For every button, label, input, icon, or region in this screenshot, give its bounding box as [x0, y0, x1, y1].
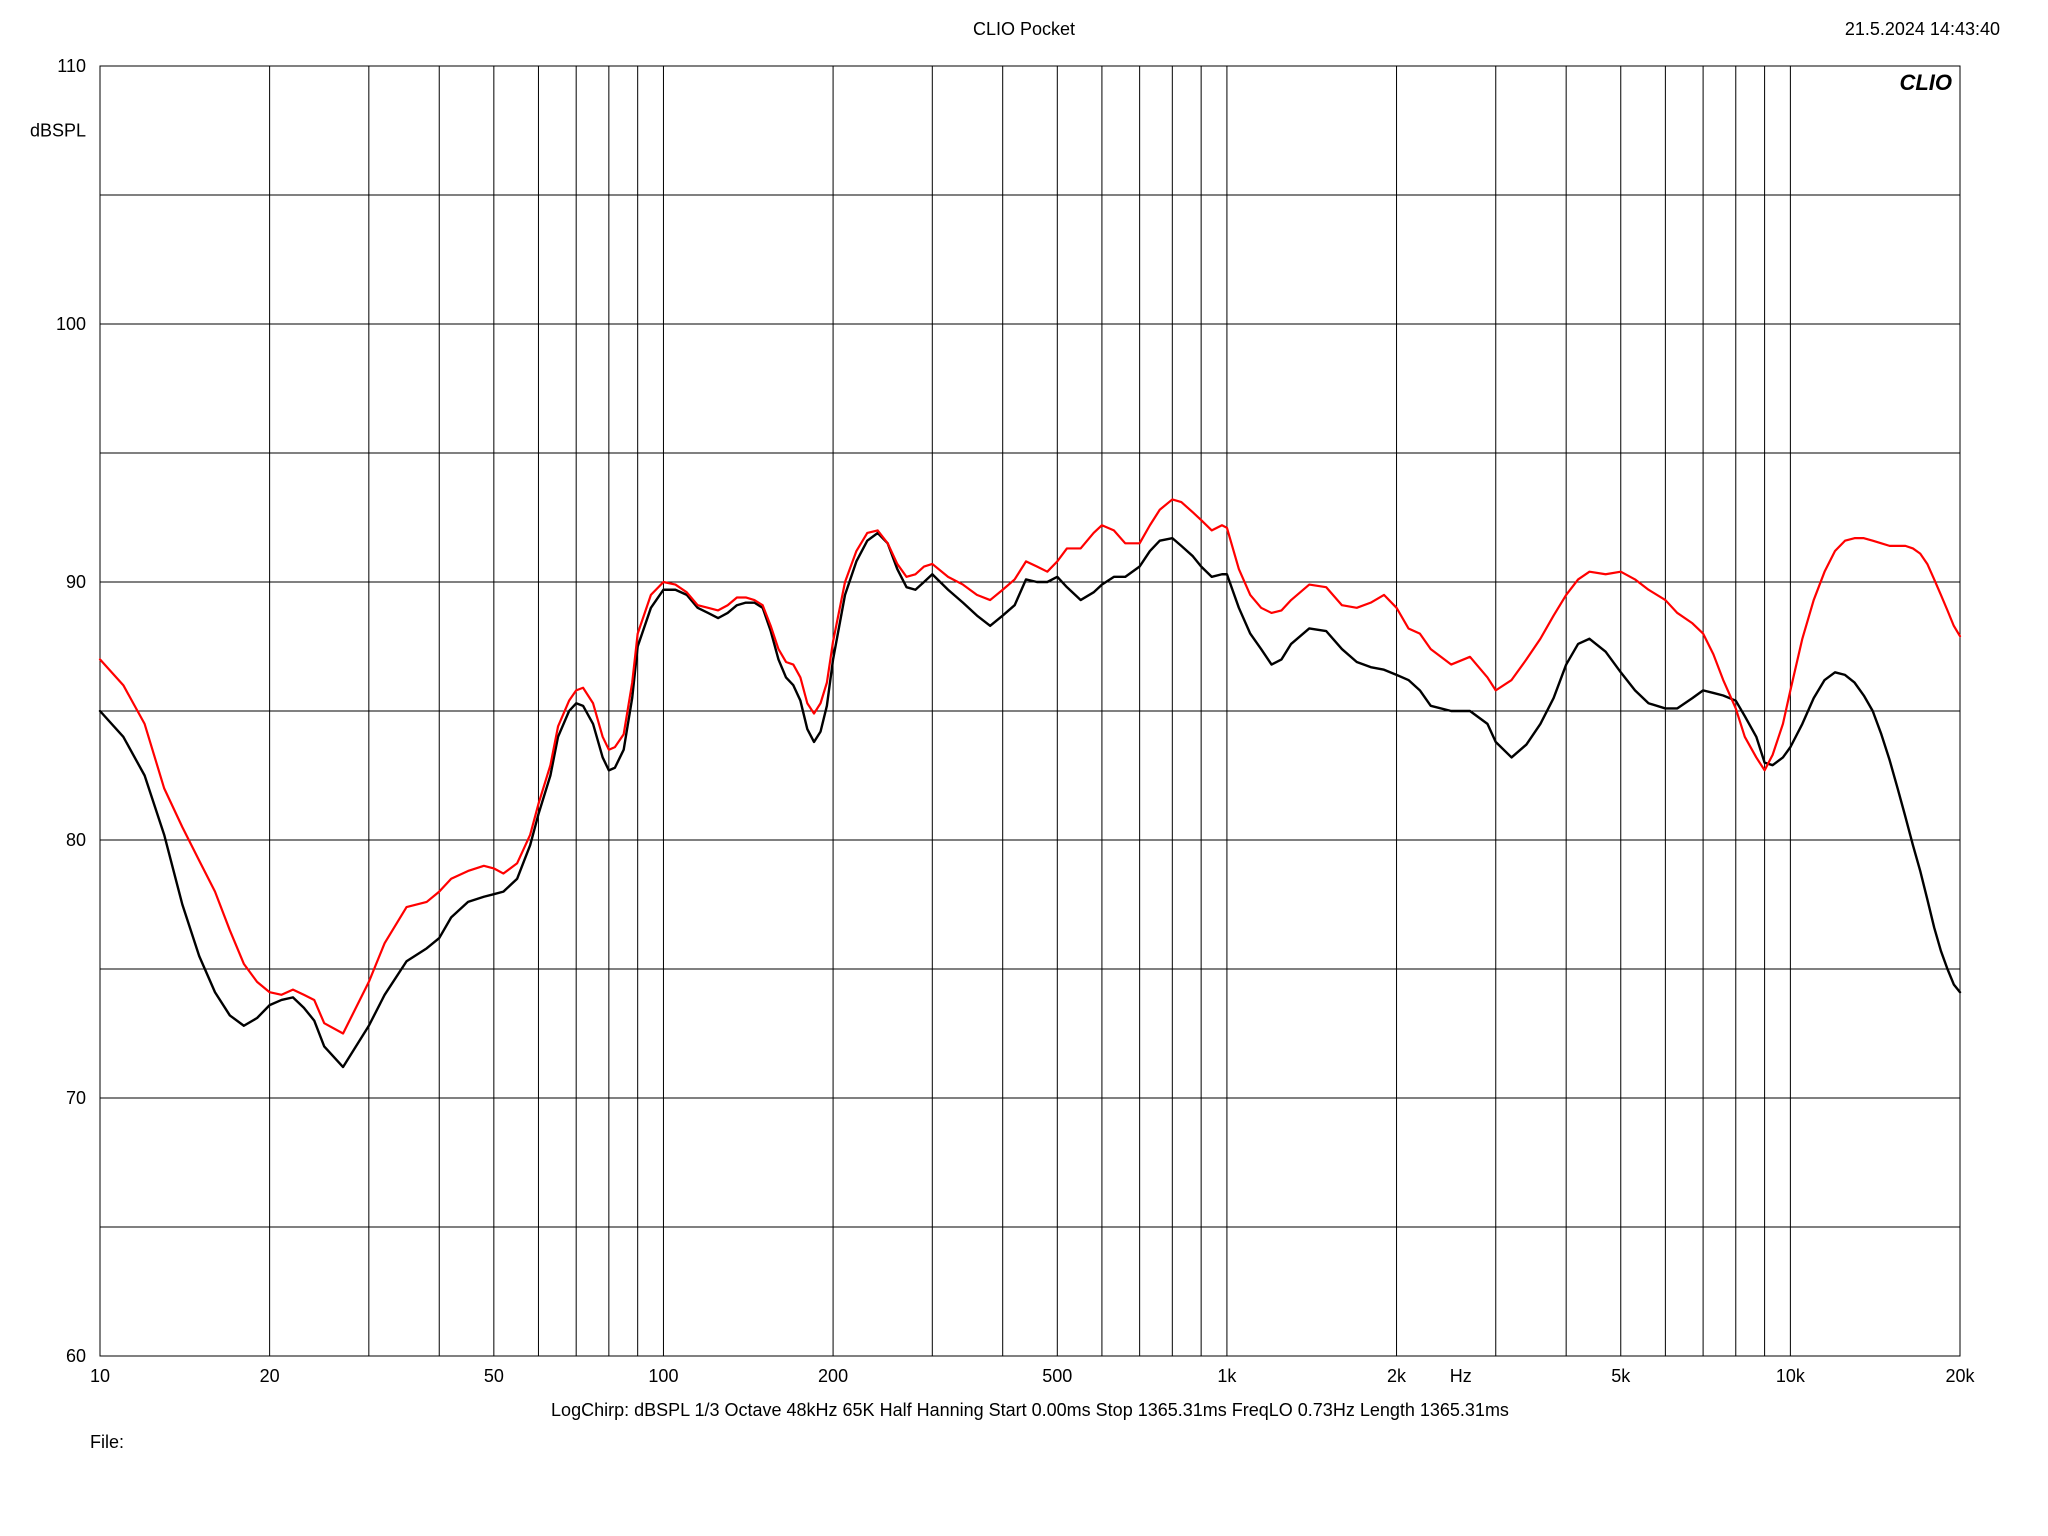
x-axis-labels: 10 20 50 100 200 500 1k 2k 5k 10k 20k Hz — [90, 1366, 1976, 1386]
x-tick-label: 10 — [90, 1366, 110, 1386]
y-tick-label: 110 — [57, 56, 86, 76]
x-tick-label: 5k — [1611, 1366, 1631, 1386]
y-tick-label: 70 — [66, 1088, 86, 1108]
x-tick-label: 100 — [648, 1366, 678, 1386]
watermark: CLIO — [1899, 70, 1952, 95]
x-tick-label: 20 — [260, 1366, 280, 1386]
x-tick-label: 500 — [1042, 1366, 1072, 1386]
x-tick-label: 20k — [1945, 1366, 1975, 1386]
chart-timestamp: 21.5.2024 14:43:40 — [1845, 19, 2000, 39]
measurement-params: LogChirp: dBSPL 1/3 Octave 48kHz 65K Hal… — [551, 1400, 1509, 1420]
chart-title: CLIO Pocket — [973, 19, 1075, 39]
file-label: File: — [90, 1432, 124, 1452]
y-tick-label: 80 — [66, 830, 86, 850]
x-axis-unit: Hz — [1450, 1366, 1472, 1386]
x-tick-label: 200 — [818, 1366, 848, 1386]
y-axis-unit: dBSPL — [30, 121, 86, 141]
y-tick-label: 100 — [56, 314, 86, 334]
x-tick-label: 10k — [1776, 1366, 1806, 1386]
y-tick-label: 60 — [66, 1346, 86, 1366]
y-axis-labels: 60 70 80 90 100 110 dBSPL — [30, 56, 86, 1366]
y-tick-label: 90 — [66, 572, 86, 592]
x-tick-label: 2k — [1387, 1366, 1407, 1386]
x-tick-label: 1k — [1217, 1366, 1237, 1386]
x-tick-label: 50 — [484, 1366, 504, 1386]
measurement-chart: CLIO Pocket 21.5.2024 14:43:40 CLIO 10 20… — [0, 0, 2048, 1536]
